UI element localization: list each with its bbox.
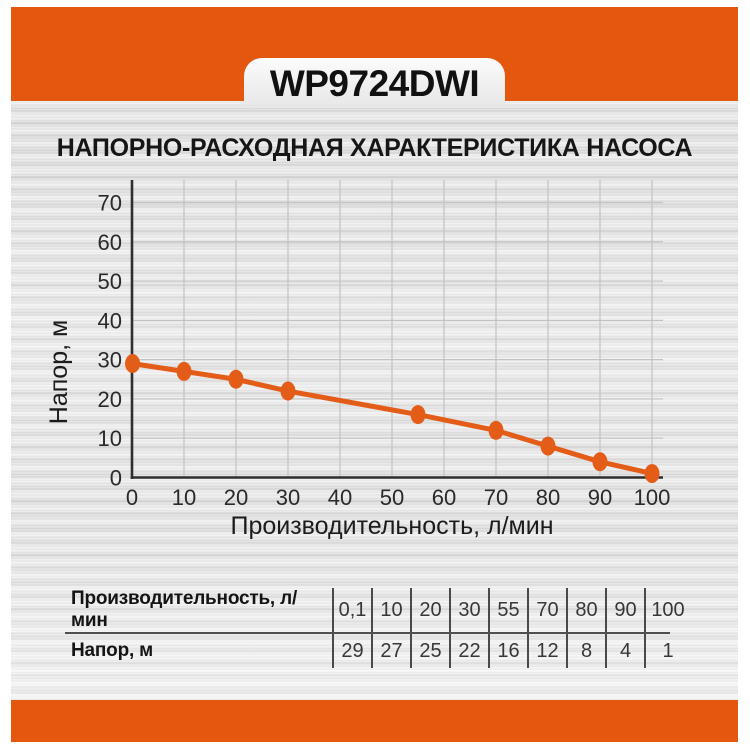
svg-text:90: 90 (588, 485, 612, 510)
table-row-values: 29 27 25 22 16 12 8 4 1 (332, 634, 690, 668)
table-cell: 1 (644, 634, 690, 668)
grid-lines (132, 180, 663, 478)
svg-text:Напор, м: Напор, м (45, 320, 73, 424)
svg-text:80: 80 (536, 485, 560, 510)
svg-text:20: 20 (224, 485, 248, 510)
axes (130, 180, 663, 479)
svg-text:60: 60 (432, 485, 456, 510)
table-row: Производительность, л/мин 0,1 10 20 30 55 70 8… (65, 588, 690, 632)
svg-text:60: 60 (98, 230, 122, 255)
table-cell: 16 (488, 634, 527, 668)
svg-text:70: 70 (484, 485, 508, 510)
table-row: Напор, м 29 27 25 22 16 12 8 4 1 (65, 634, 690, 668)
table-cell: 90 (605, 588, 644, 632)
model-title: WP9724DWI (269, 62, 480, 104)
pump-data-table: Производительность, л/мин 0,1 10 20 30 55 70 8… (65, 588, 690, 668)
svg-text:0: 0 (126, 485, 138, 510)
spec-card: WP9724DWI НАПОРНО-РАСХОДНАЯ ХАРАКТЕРИСТИ… (11, 7, 738, 742)
model-tab: WP9724DWI (244, 58, 505, 104)
page-title: НАПОРНО-РАСХОДНАЯ ХАРАКТЕРИСТИКА НАСОСА (56, 134, 693, 162)
y-tick-labels: 0 10 20 30 40 50 60 70 (98, 190, 122, 490)
svg-text:50: 50 (380, 485, 404, 510)
svg-text:40: 40 (98, 308, 122, 333)
svg-text:10: 10 (172, 485, 196, 510)
table-cell: 55 (488, 588, 527, 632)
svg-text:0: 0 (110, 466, 122, 491)
table-row-label: Напор, м (71, 640, 153, 661)
table-cell: 22 (449, 634, 488, 668)
axis-titles: Производительность, л/мин Напор, м (45, 320, 554, 540)
table-cell: 8 (566, 634, 605, 668)
svg-text:100: 100 (634, 485, 671, 510)
svg-text:70: 70 (98, 190, 122, 215)
bottom-orange-band (11, 700, 738, 742)
table-row-values: 0,1 10 20 30 55 70 80 90 100 (332, 588, 690, 632)
svg-text:Производительность, л/мин: Производительность, л/мин (230, 512, 553, 540)
table-cell: 29 (332, 634, 371, 668)
svg-text:50: 50 (98, 269, 122, 294)
svg-text:30: 30 (98, 348, 122, 373)
table-cell: 70 (527, 588, 566, 632)
table-cell: 12 (527, 634, 566, 668)
svg-text:30: 30 (276, 485, 300, 510)
pump-curve-svg: 0 10 20 30 40 50 60 70 80 90 100 0 10 20 30 40 50 60 70 П… (45, 180, 670, 540)
table-divider (65, 632, 670, 634)
table-cell: 0,1 (332, 588, 371, 632)
table-cell: 30 (449, 588, 488, 632)
svg-text:40: 40 (328, 485, 352, 510)
table-cell: 27 (371, 634, 410, 668)
svg-text:10: 10 (98, 426, 122, 451)
pump-curve-chart: 0 10 20 30 40 50 60 70 80 90 100 0 10 20 30 40 50 60 70 П… (40, 173, 720, 553)
x-tick-labels: 0 10 20 30 40 50 60 70 80 90 100 (126, 485, 670, 510)
svg-text:20: 20 (98, 387, 122, 412)
table-cell: 80 (566, 588, 605, 632)
table-row-label: Производительность, л/мин (71, 588, 298, 631)
table-cell: 10 (371, 588, 410, 632)
table-cell: 4 (605, 634, 644, 668)
table-cell: 25 (410, 634, 449, 668)
pump-curve-series (125, 354, 660, 484)
table-cell: 100 (644, 588, 690, 632)
table-cell: 20 (410, 588, 449, 632)
